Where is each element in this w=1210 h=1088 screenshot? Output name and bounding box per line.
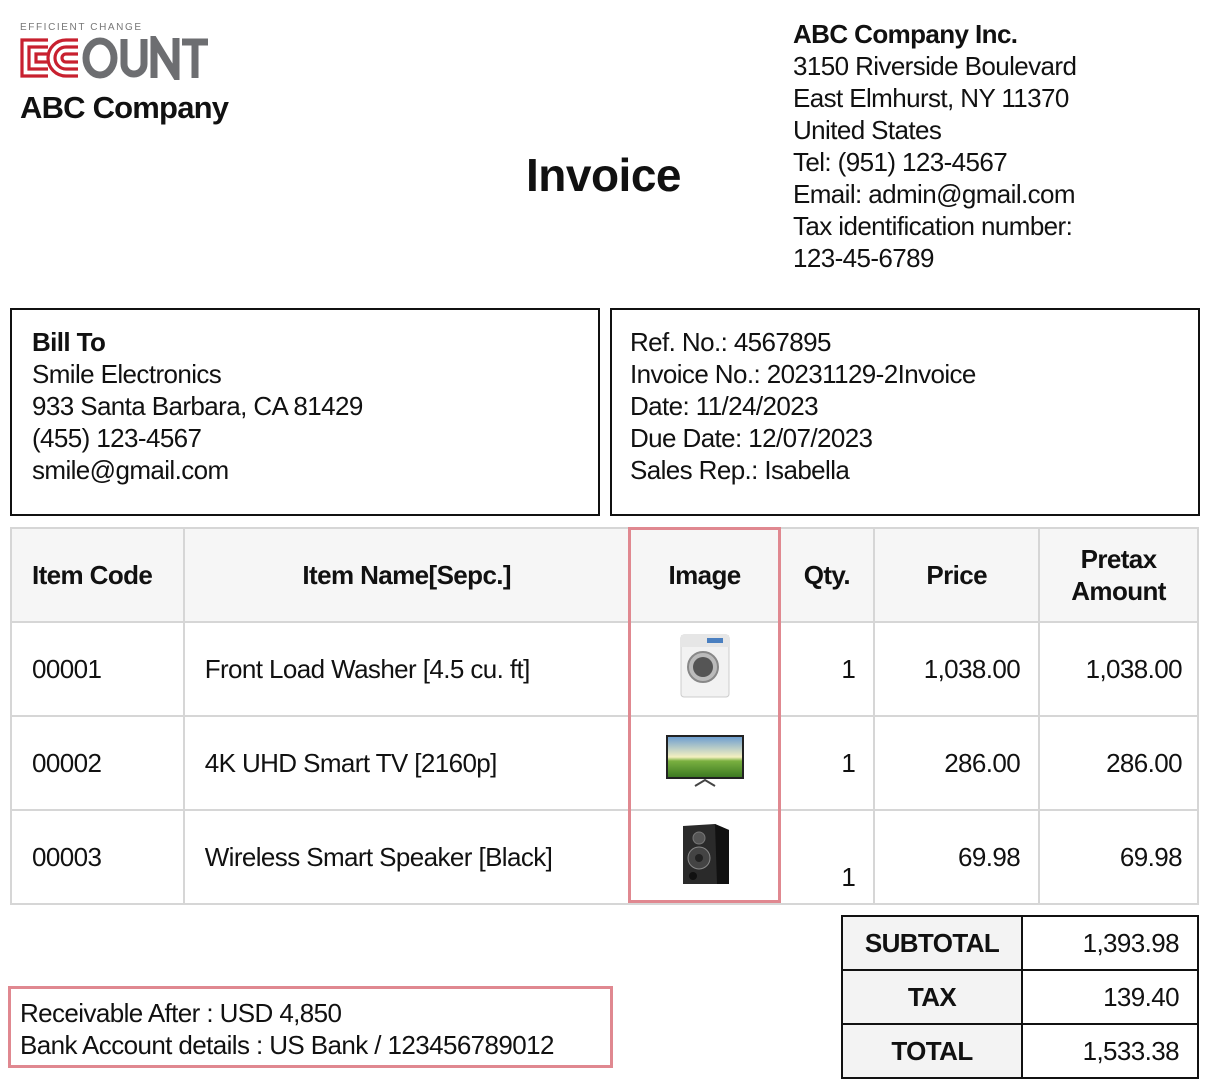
item-image: [628, 715, 781, 811]
issuer-line: Email: admin@gmail.com: [793, 179, 1076, 209]
subtotal-value: 1,393.98: [1021, 915, 1199, 971]
logo-tagline: EFFICIENT CHANGE: [20, 22, 143, 33]
reference-line: Due Date: 12/07/2023: [630, 423, 873, 453]
item-name: Front Load Washer [4.5 cu. ft]: [182, 621, 631, 717]
payment-details-box: Receivable After : USD 4,850 Bank Accoun…: [8, 986, 613, 1068]
table-row: 00001 Front Load Washer [4.5 cu. ft] 1 1…: [10, 621, 1199, 717]
bill-to-line: (455) 123-4567: [32, 423, 202, 453]
item-qty: 1: [778, 715, 876, 811]
item-price: 1,038.00: [873, 621, 1041, 717]
item-amount: 286.00: [1038, 715, 1199, 811]
item-image: [628, 809, 781, 905]
speaker-image: [682, 823, 729, 884]
tax-label: TAX: [841, 969, 1023, 1025]
issuer-name: ABC Company Inc.: [793, 19, 1018, 49]
header-pretax-amount: Pretax Amount: [1038, 527, 1199, 623]
item-qty: 1: [778, 621, 876, 717]
header-pretax-line: Amount: [1071, 576, 1166, 606]
issuer-line: United States: [793, 115, 942, 145]
table-row: 00003 Wireless Smart Speaker [Black] 1 6…: [10, 809, 1199, 905]
item-qty: 1: [778, 809, 876, 905]
header-image: Image: [628, 527, 781, 623]
tv-image: [665, 734, 744, 787]
item-amount: 1,038.00: [1038, 621, 1199, 717]
bill-to-box: Bill To Smile Electronics 933 Santa Barb…: [10, 308, 600, 516]
bill-to-heading: Bill To: [32, 327, 106, 357]
ecount-logo: [20, 36, 208, 80]
reference-line: Ref. No.: 4567895: [630, 327, 831, 357]
table-row: 00002 4K UHD Smart TV [2160p] 1 286.00 2…: [10, 715, 1199, 811]
total-value: 1,533.38: [1021, 1023, 1199, 1079]
header-qty: Qty.: [778, 527, 876, 623]
bill-to-line: smile@gmail.com: [32, 455, 229, 485]
reference-line: Date: 11/24/2023: [630, 391, 819, 421]
item-amount: 69.98: [1038, 809, 1199, 905]
invoice-reference-box: Ref. No.: 4567895 Invoice No.: 20231129-…: [610, 308, 1200, 516]
header-item-name: Item Name[Sepc.]: [182, 527, 631, 623]
item-name: 4K UHD Smart TV [2160p]: [182, 715, 631, 811]
bill-to-line: 933 Santa Barbara, CA 81429: [32, 391, 363, 421]
item-code: 00002: [10, 715, 185, 811]
washer-image: [680, 634, 730, 697]
subtotal-label: SUBTOTAL: [841, 915, 1023, 971]
header-price: Price: [873, 527, 1041, 623]
reference-line: Sales Rep.: Isabella: [630, 455, 850, 485]
item-price: 69.98: [873, 809, 1041, 905]
tax-row: TAX 139.40: [841, 969, 1199, 1025]
totals-table: SUBTOTAL 1,393.98 TAX 139.40 TOTAL 1,533…: [841, 915, 1199, 1079]
page-title: Invoice: [526, 149, 682, 201]
total-label: TOTAL: [841, 1023, 1023, 1079]
table-header-row: Item Code Item Name[Sepc.] Image Qty. Pr…: [10, 527, 1199, 623]
header-pretax-line: Pretax: [1080, 544, 1158, 574]
item-name: Wireless Smart Speaker [Black]: [182, 809, 631, 905]
items-table: Item Code Item Name[Sepc.] Image Qty. Pr…: [10, 527, 1199, 905]
tax-value: 139.40: [1021, 969, 1199, 1025]
bill-to-line: Smile Electronics: [32, 359, 222, 389]
receivable-after: Receivable After : USD 4,850: [20, 998, 342, 1028]
bank-account-details: Bank Account details : US Bank / 1234567…: [20, 1030, 554, 1060]
issuer-line: Tel: (951) 123-4567: [793, 147, 1008, 177]
header-item-code: Item Code: [10, 527, 185, 623]
issuer-line: 3150 Riverside Boulevard: [793, 51, 1077, 81]
company-name: ABC Company: [20, 90, 229, 125]
item-image: [628, 621, 781, 717]
item-code: 00001: [10, 621, 185, 717]
total-row: TOTAL 1,533.38: [841, 1023, 1199, 1079]
reference-line: Invoice No.: 20231129-2Invoice: [630, 359, 976, 389]
item-code: 00003: [10, 809, 185, 905]
subtotal-row: SUBTOTAL 1,393.98: [841, 915, 1199, 971]
item-price: 286.00: [873, 715, 1041, 811]
issuer-line: East Elmhurst, NY 11370: [793, 83, 1069, 113]
issuer-line: Tax identification number:: [793, 211, 1073, 241]
issuer-address: ABC Company Inc. 3150 Riverside Boulevar…: [793, 18, 1077, 274]
issuer-line: 123-45-6789: [793, 243, 934, 273]
